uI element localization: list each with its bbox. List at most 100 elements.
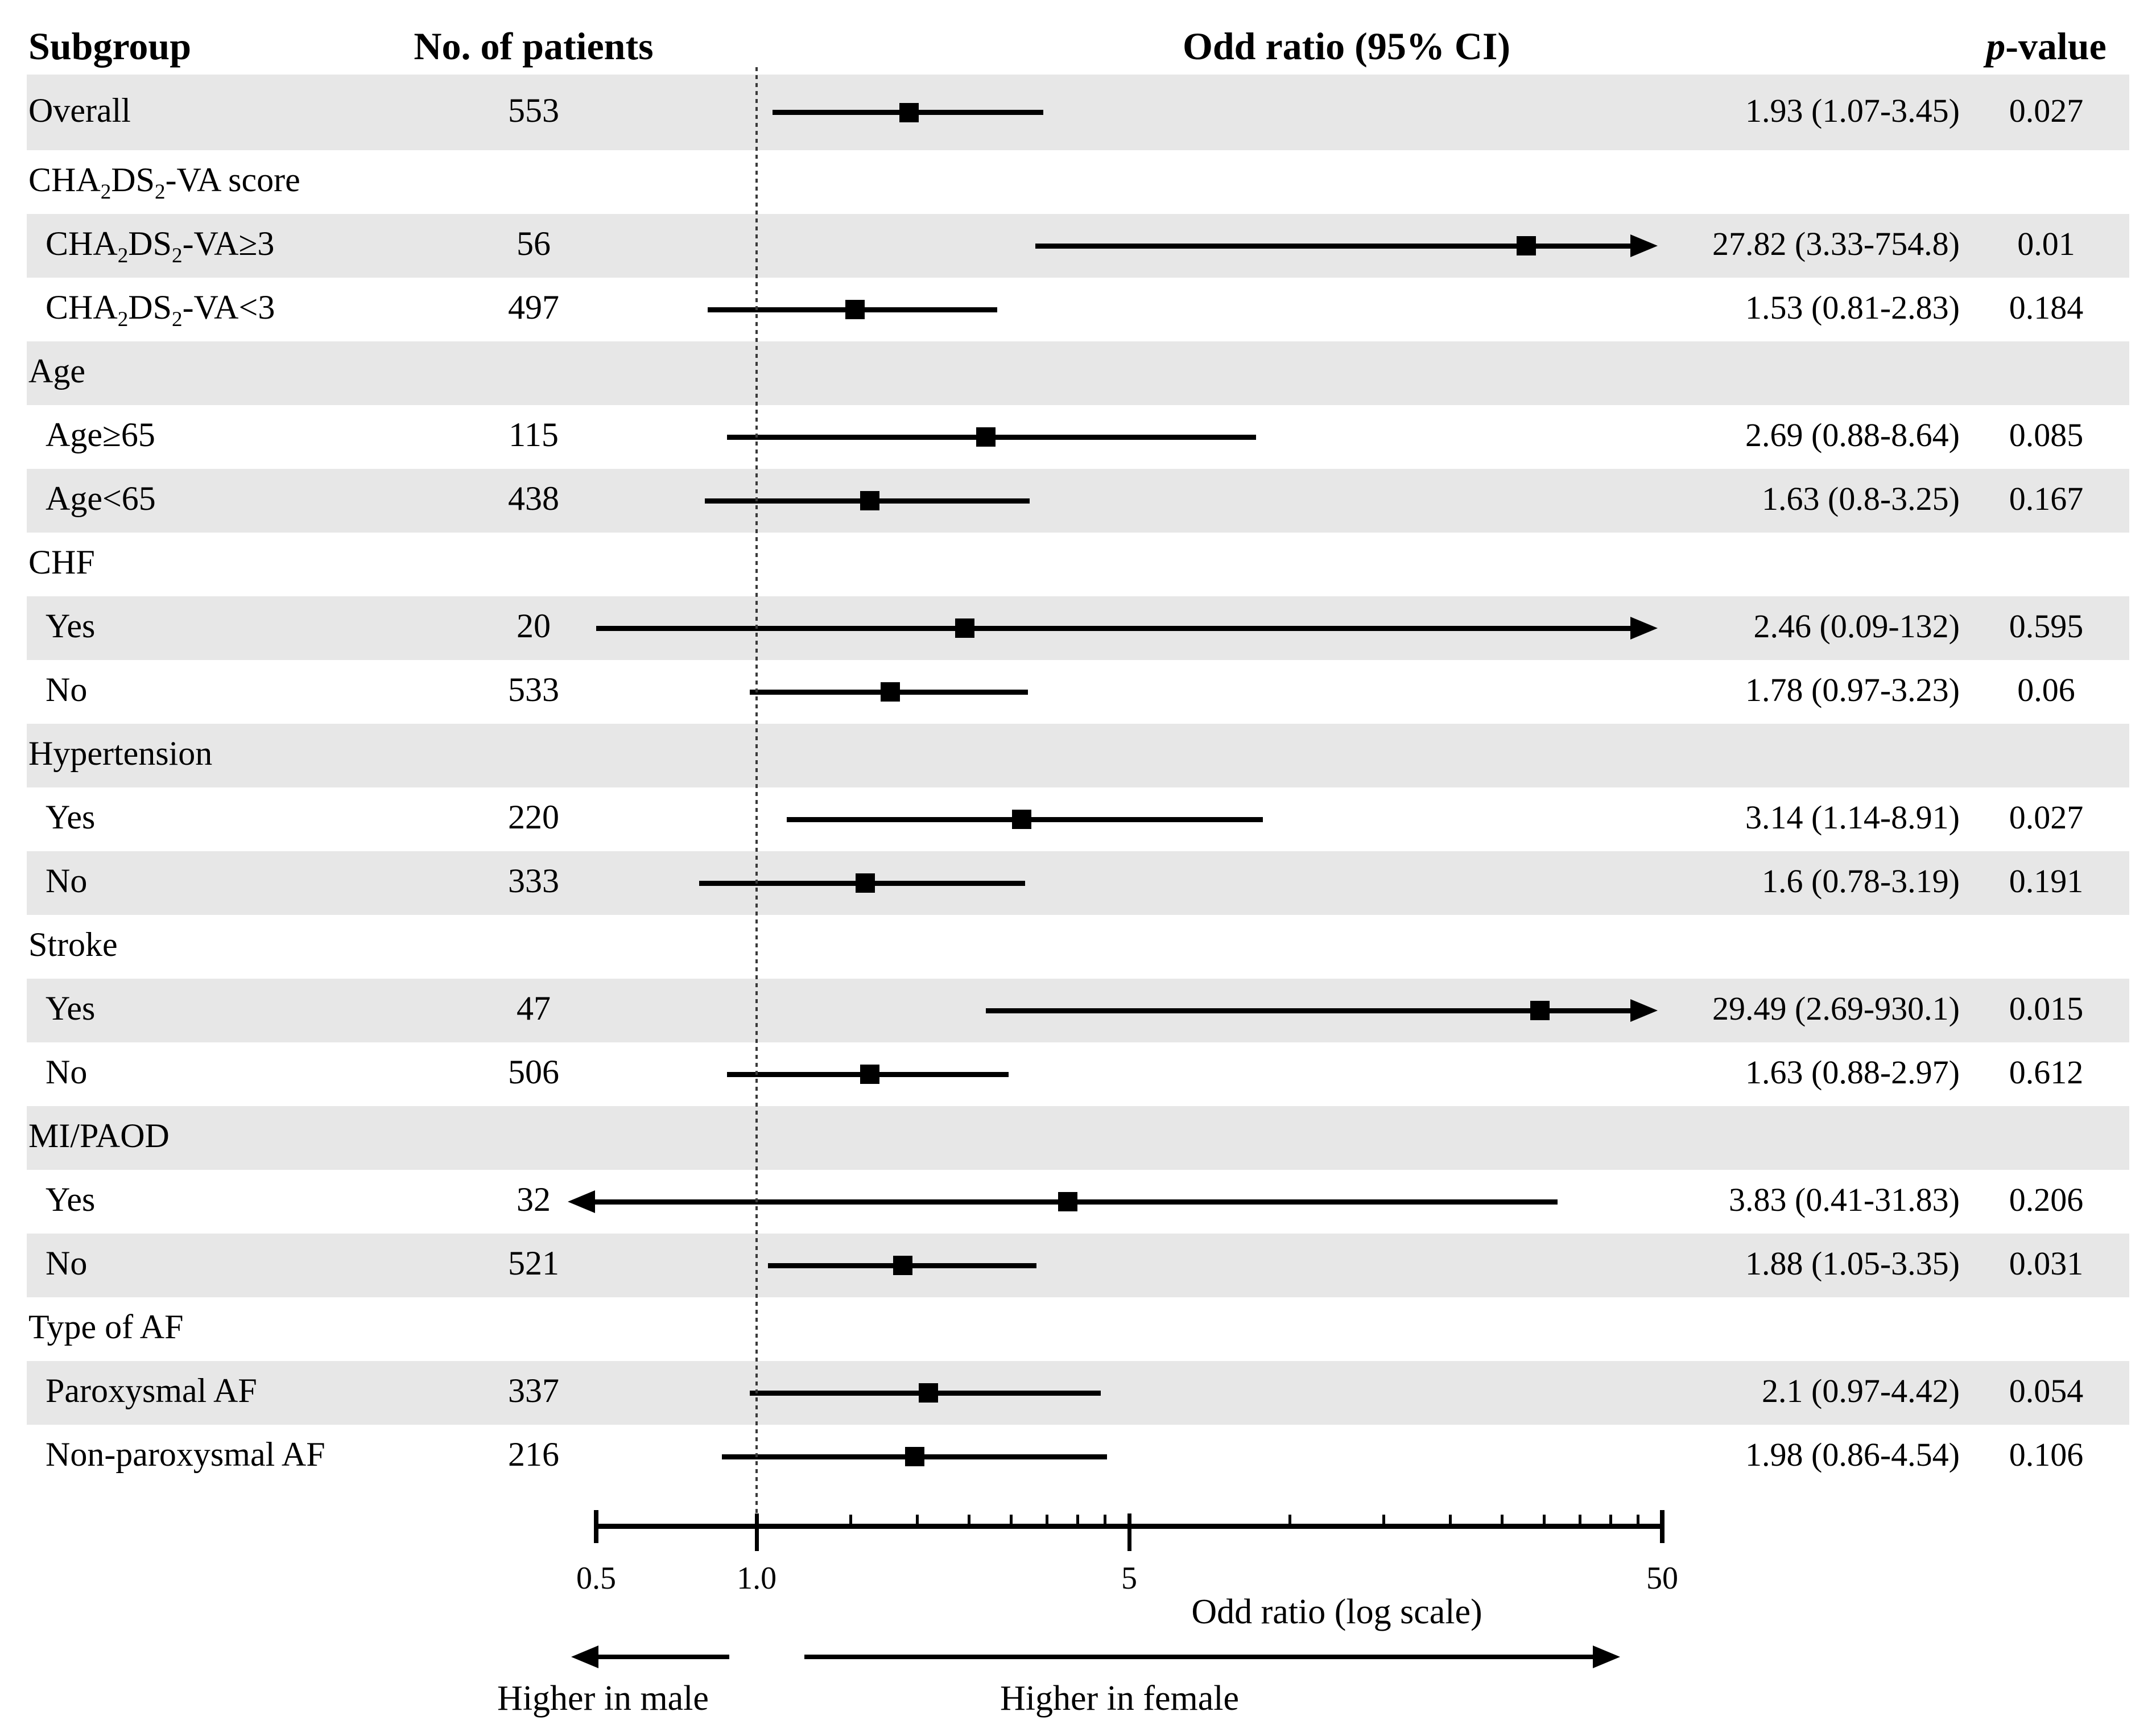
row-band	[27, 75, 2129, 150]
row-or-ci-text: 1.63 (0.8-3.25)	[1762, 480, 1960, 517]
axis-minor-tick	[1382, 1515, 1386, 1525]
row-or-ci-text: 1.93 (1.07-3.45)	[1745, 92, 1960, 129]
axis-tick-label: 0.5	[576, 1561, 616, 1596]
x-axis-label: Odd ratio (log scale)	[1191, 1593, 1482, 1631]
row-label: No	[46, 1053, 88, 1091]
row-p-value: 0.106	[2009, 1436, 2084, 1473]
row-label: Non-paroxysmal AF	[46, 1436, 325, 1473]
section-label: CHA2DS2-VA score	[28, 161, 300, 204]
axis-minor-tick	[1104, 1515, 1107, 1525]
row-p-value: 0.031	[2009, 1245, 2084, 1282]
ci-line	[1035, 243, 1632, 249]
or-marker	[880, 682, 900, 702]
axis-end-cap	[1660, 1510, 1665, 1543]
row-p-value: 0.191	[2009, 863, 2084, 900]
row-n-patients: 20	[517, 607, 551, 645]
row-p-value: 0.184	[2009, 289, 2084, 326]
row-or-ci-text: 2.46 (0.09-132)	[1753, 608, 1960, 645]
row-or-ci-text: 3.83 (0.41-31.83)	[1729, 1181, 1960, 1218]
or-marker	[856, 873, 875, 893]
or-marker	[976, 427, 996, 447]
row-n-patients: 553	[508, 91, 559, 129]
row-band	[27, 278, 2129, 341]
p-rest: -value	[2005, 24, 2107, 68]
row-label: CHA2DS2-VA≥3	[46, 225, 275, 267]
row-label: Overall	[28, 91, 131, 129]
row-band	[27, 851, 2129, 915]
ci-left-arrowhead-icon	[568, 1190, 595, 1213]
direction-label-male: Higher in male	[497, 1679, 709, 1718]
section-band	[27, 533, 2129, 596]
row-label: Yes	[46, 607, 96, 645]
or-marker	[893, 1256, 912, 1275]
row-or-ci-text: 1.98 (0.86-4.54)	[1745, 1436, 1960, 1473]
or-marker	[1011, 810, 1031, 829]
row-label: No	[46, 862, 88, 900]
row-p-value: 0.054	[2009, 1372, 2084, 1409]
row-n-patients: 337	[508, 1372, 559, 1409]
or-marker	[955, 618, 975, 638]
section-label: Hypertension	[28, 735, 213, 772]
axis-minor-tick	[1578, 1515, 1581, 1525]
row-label: Yes	[46, 798, 96, 836]
row-n-patients: 497	[508, 288, 559, 326]
left-arrow-line	[597, 1655, 729, 1659]
section-label: Age	[28, 352, 85, 390]
row-n-patients: 220	[508, 798, 559, 836]
ci-right-arrowhead-icon	[1630, 999, 1658, 1022]
row-n-patients: 438	[508, 480, 559, 517]
row-n-patients: 47	[517, 989, 551, 1027]
axis-minor-tick	[916, 1515, 919, 1525]
row-or-ci-text: 1.88 (1.05-3.35)	[1745, 1245, 1960, 1282]
row-n-patients: 333	[508, 862, 559, 900]
axis-minor-tick	[1500, 1515, 1504, 1525]
row-p-value: 0.085	[2009, 416, 2084, 453]
row-label: No	[46, 671, 88, 708]
p-italic: p	[1986, 24, 2006, 68]
ci-line	[985, 1008, 1632, 1013]
row-n-patients: 56	[517, 225, 551, 262]
row-n-patients: 32	[517, 1181, 551, 1218]
ci-right-arrowhead-icon	[1630, 617, 1658, 640]
row-or-ci-text: 29.49 (2.69-930.1)	[1712, 990, 1960, 1027]
row-or-ci-text: 27.82 (3.33-754.8)	[1712, 225, 1960, 262]
row-p-value: 0.612	[2009, 1054, 2084, 1091]
row-label: CHA2DS2-VA<3	[46, 288, 275, 331]
axis-minor-tick	[1010, 1515, 1013, 1525]
row-or-ci-text: 1.63 (0.88-2.97)	[1745, 1054, 1960, 1091]
row-p-value: 0.027	[2009, 799, 2084, 836]
or-marker	[1058, 1192, 1077, 1211]
axis-tick-label: 5	[1121, 1561, 1137, 1596]
or-marker	[860, 491, 879, 510]
axis-minor-tick	[967, 1515, 970, 1525]
row-or-ci-text: 1.53 (0.81-2.83)	[1745, 289, 1960, 326]
axis-minor-tick	[1288, 1515, 1292, 1525]
row-p-value: 0.167	[2009, 480, 2084, 517]
section-band	[27, 915, 2129, 979]
or-marker	[1530, 1001, 1550, 1020]
row-p-value: 0.595	[2009, 608, 2084, 645]
row-band	[27, 1042, 2129, 1106]
section-label: Stroke	[28, 926, 118, 963]
row-n-patients: 506	[508, 1053, 559, 1091]
row-p-value: 0.06	[2017, 671, 2075, 708]
row-p-value: 0.027	[2009, 92, 2084, 129]
axis-major-tick	[1127, 1513, 1131, 1551]
reference-line-or-1	[755, 67, 758, 1526]
direction-label-female: Higher in female	[999, 1679, 1240, 1718]
or-marker	[1517, 236, 1537, 255]
section-label: MI/PAOD	[28, 1117, 170, 1154]
section-band	[27, 150, 2129, 214]
axis-end-cap	[594, 1510, 598, 1543]
row-or-ci-text: 1.6 (0.78-3.19)	[1762, 863, 1960, 900]
axis-minor-tick	[1076, 1515, 1080, 1525]
right-arrow-line	[804, 1655, 1595, 1659]
column-header-p-value: p-value	[1932, 24, 2156, 69]
axis-minor-tick	[1543, 1515, 1546, 1525]
or-marker	[899, 102, 919, 122]
section-band	[27, 1297, 2129, 1361]
section-band	[27, 341, 2129, 405]
row-or-ci-text: 2.69 (0.88-8.64)	[1745, 416, 1960, 453]
right-arrowhead-icon	[1593, 1645, 1620, 1668]
